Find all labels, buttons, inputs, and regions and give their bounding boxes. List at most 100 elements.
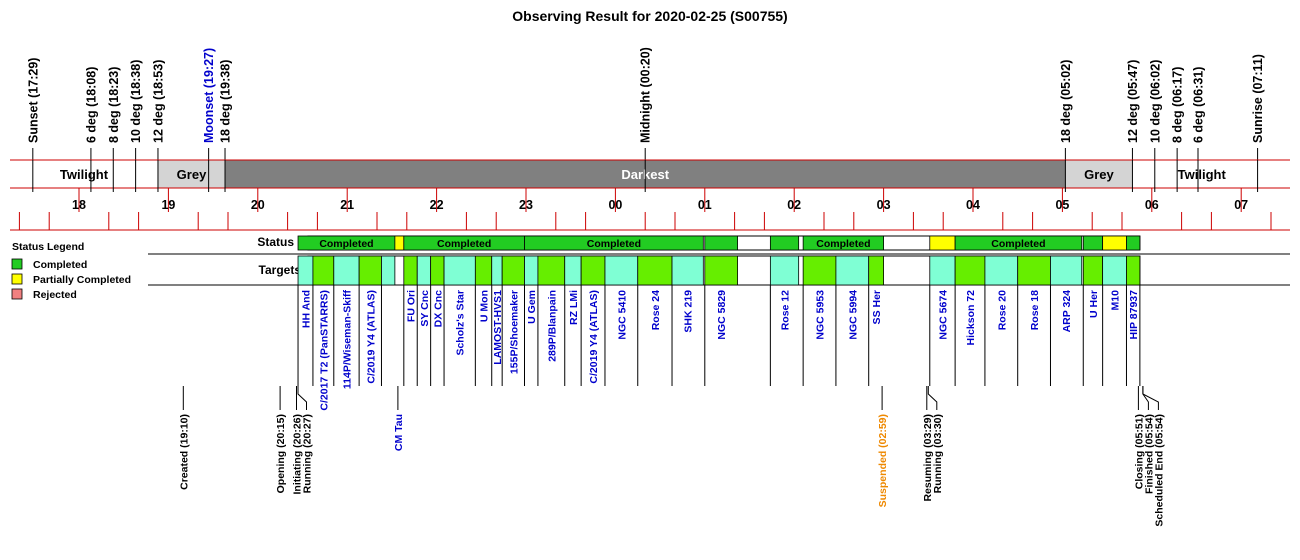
chart-title: Observing Result for 2020-02-25 (S00755) bbox=[512, 8, 787, 24]
target-block-0 bbox=[297, 255, 314, 286]
target-block-26 bbox=[984, 255, 1019, 286]
twilight-label-8-deg-18-23: 8 deg (18:23) bbox=[107, 67, 121, 143]
twilight-label-moonset-19-27: Moonset (19:27) bbox=[202, 48, 216, 143]
sky-period-3 bbox=[1065, 160, 1133, 188]
axis-tick-label-22: 22 bbox=[430, 198, 444, 212]
legend-swatch-completed bbox=[11, 258, 23, 270]
status-block-label-6: Completed bbox=[816, 238, 870, 250]
event-label-created-19-10: Created (19:10) bbox=[178, 414, 190, 490]
target-name-lamost-hvs1-10: LAMOST-HVS1 bbox=[492, 290, 504, 365]
sky-period-label-0: Twilight bbox=[60, 167, 109, 182]
status-block-4 bbox=[704, 235, 738, 251]
target-block-16 bbox=[604, 255, 639, 286]
event-label-finished-05-54: Finished (05:54) bbox=[1143, 414, 1155, 494]
status-block-11 bbox=[1126, 235, 1141, 251]
axis-tick-label-20: 20 bbox=[251, 198, 265, 212]
target-block-15 bbox=[580, 255, 606, 286]
target-block-29 bbox=[1082, 255, 1104, 286]
axis-tick-label-07: 07 bbox=[1234, 198, 1248, 212]
target-block-21 bbox=[802, 255, 837, 286]
legend-label-completed: Completed bbox=[33, 259, 87, 271]
legend-label-rejected: Rejected bbox=[33, 289, 77, 301]
event-label-suspended-02-59: Suspended (02:59) bbox=[877, 414, 889, 507]
target-block-30 bbox=[1102, 255, 1127, 286]
sky-period-1 bbox=[157, 160, 226, 188]
time-axis: 18 19 20 21 22 23 00 01 02 03 04 05 06 07 bbox=[10, 188, 1290, 231]
target-block-5 bbox=[403, 255, 418, 286]
target-name-ngc-5953-21: NGC 5953 bbox=[815, 290, 827, 340]
target-block-9 bbox=[474, 255, 493, 286]
status-block-6 bbox=[802, 235, 885, 251]
status-block-label-0: Completed bbox=[319, 238, 373, 250]
target-name-u-gem-12: U Gem bbox=[526, 290, 538, 324]
target-block-13 bbox=[537, 255, 566, 286]
target-name-fu-ori-5: FU Ori bbox=[406, 290, 418, 322]
axis-tick-label-03: 03 bbox=[877, 198, 891, 212]
sky-periods-band: Twilight Grey Darkest Grey Twilight bbox=[10, 159, 1290, 192]
targets-row: HH And C/2017 T2 (PanSTARRS) 114P/Wiseman-… bbox=[148, 255, 1290, 411]
target-name-ngc-5829-19: NGC 5829 bbox=[716, 290, 728, 340]
status-block-label-3: Completed bbox=[587, 238, 641, 250]
target-block-14 bbox=[564, 255, 582, 286]
event-marker-scheduled-end-05-54 bbox=[1142, 386, 1159, 410]
target-name-hip-87937-31: HIP 87937 bbox=[1128, 290, 1140, 340]
status-block-9 bbox=[1082, 235, 1104, 251]
target-name-scholz-s-star-8: Scholz's Star bbox=[455, 290, 467, 356]
target-block-27 bbox=[1017, 255, 1051, 286]
targets-row-label: Targets bbox=[259, 263, 302, 277]
status-block-1 bbox=[394, 235, 405, 251]
status-row: Completed Completed Completed Completed Comp… bbox=[148, 235, 1290, 255]
twilight-label-midnight-00-20: Midnight (00:20) bbox=[639, 47, 653, 143]
legend-title: Status Legend bbox=[12, 241, 84, 253]
twilight-label-8-deg-06-17: 8 deg (06:17) bbox=[1171, 67, 1185, 143]
target-block-12 bbox=[524, 255, 539, 286]
legend-swatch-rejected bbox=[11, 288, 23, 300]
sky-period-label-1: Grey bbox=[177, 167, 207, 182]
status-legend: Status Legend Completed Partially Complete… bbox=[11, 241, 131, 301]
sky-period-label-4: Twilight bbox=[1178, 167, 1227, 182]
target-name-rose-18-27: Rose 18 bbox=[1029, 290, 1041, 330]
axis-tick-label-04: 04 bbox=[966, 198, 980, 212]
twilight-event-labels: Sunset (17:29) 6 deg (18:08) 8 deg (18:23)… bbox=[26, 47, 1265, 160]
target-block-17 bbox=[637, 255, 673, 286]
status-row-label: Status bbox=[257, 235, 294, 249]
status-block-10 bbox=[1102, 235, 1127, 251]
target-name-rose-24-17: Rose 24 bbox=[650, 290, 662, 330]
target-name-ss-her-23: SS Her bbox=[871, 290, 883, 324]
target-block-7 bbox=[430, 255, 445, 286]
twilight-label-sunrise-07-11: Sunrise (07:11) bbox=[1251, 54, 1265, 143]
target-name-114p-wiseman-skiff-2: 114P/Wiseman-Skiff bbox=[342, 290, 354, 390]
target-block-19 bbox=[704, 255, 738, 286]
target-block-2 bbox=[333, 255, 360, 286]
target-name-rz-lmi-14: RZ LMi bbox=[568, 290, 580, 325]
status-block-label-2: Completed bbox=[437, 238, 491, 250]
status-block-7 bbox=[929, 235, 956, 251]
axis-tick-label-06: 06 bbox=[1145, 198, 1159, 212]
target-name-c-2017-t2-panstarrs-1: C/2017 T2 (PanSTARRS) bbox=[318, 290, 330, 411]
axis-tick-label-18: 18 bbox=[72, 198, 86, 212]
twilight-label-10-deg-06-02: 10 deg (06:02) bbox=[1148, 60, 1162, 143]
twilight-label-18-deg-05-02: 18 deg (05:02) bbox=[1059, 60, 1073, 143]
target-block-18 bbox=[671, 255, 704, 286]
target-name-dx-cnc-7: DX Cnc bbox=[432, 290, 444, 328]
event-labels: Created (19:10) Opening (20:15) Initiating… bbox=[178, 386, 1165, 527]
axis-tick-label-01: 01 bbox=[698, 198, 712, 212]
target-block-3 bbox=[358, 255, 382, 286]
event-label-running-20-27: Running (20:27) bbox=[302, 414, 314, 493]
target-block-10 bbox=[491, 255, 503, 286]
target-name-c-2019-y4-atlas-3: C/2019 Y4 (ATLAS) bbox=[365, 290, 377, 384]
status-block-3 bbox=[524, 235, 704, 251]
target-block-1 bbox=[312, 255, 335, 286]
sky-period-0 bbox=[10, 160, 158, 188]
event-label-scheduled-end-05-54: Scheduled End (05:54) bbox=[1153, 414, 1165, 527]
axis-tick-label-05: 05 bbox=[1055, 198, 1069, 212]
status-block-8 bbox=[954, 235, 1083, 251]
target-name-hh-and-0: HH And bbox=[301, 290, 313, 328]
status-block-5 bbox=[769, 235, 800, 251]
twilight-label-18-deg-19-38: 18 deg (19:38) bbox=[219, 60, 233, 143]
event-label-closing-05-51: Closing (05:51) bbox=[1133, 414, 1145, 489]
target-name-c-2019-y4-atlas-15: C/2019 Y4 (ATLAS) bbox=[588, 290, 600, 384]
twilight-label-12-deg-05-47: 12 deg (05:47) bbox=[1126, 60, 1140, 143]
target-name-ngc-5994-22: NGC 5994 bbox=[847, 290, 859, 340]
